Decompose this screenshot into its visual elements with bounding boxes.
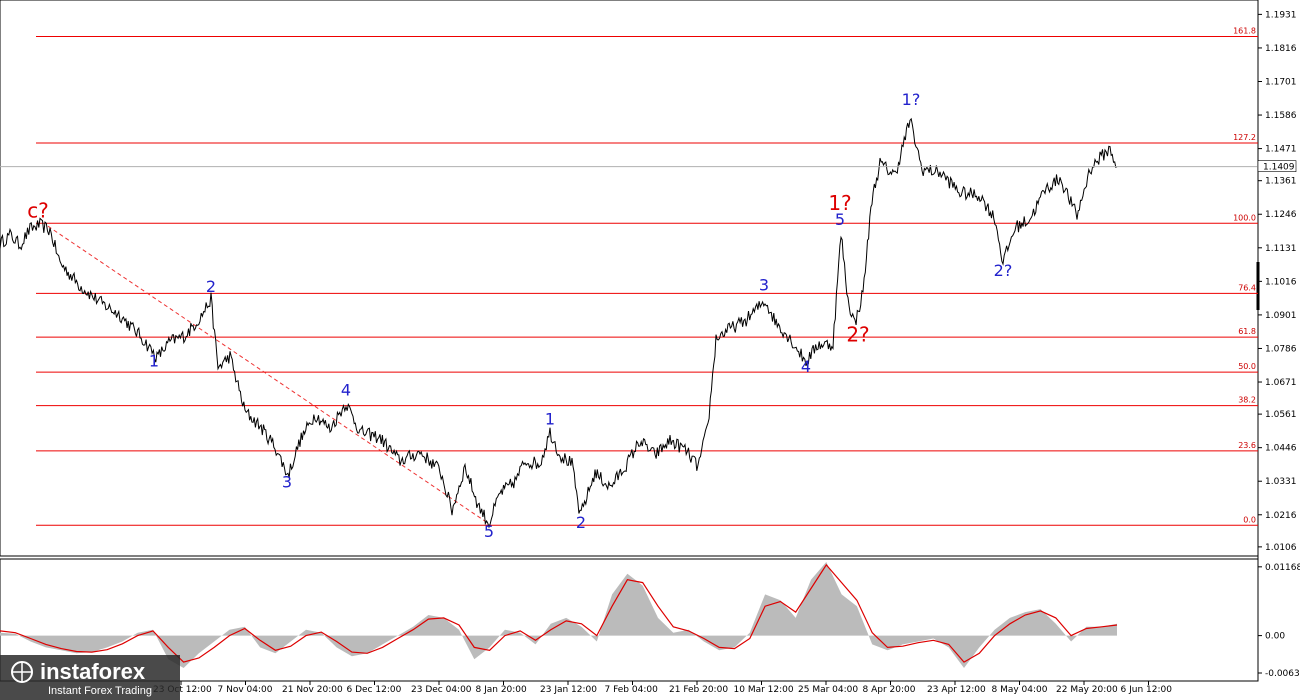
current-price-label: 1.1409	[1263, 163, 1295, 173]
y-tick-label: 1.1246	[1265, 210, 1297, 220]
watermark-tagline: Instant Forex Trading	[48, 685, 152, 697]
current-price-marker: 1.1409	[0, 160, 1297, 173]
wave-label-blue-1: 2	[206, 277, 216, 296]
wave-label-red-0: c?	[27, 198, 49, 222]
x-tick-label: 7 Nov 04:00	[218, 685, 273, 695]
y-tick-label: 1.1471	[1265, 145, 1297, 155]
x-tick-label: 23 Apr 12:00	[927, 685, 986, 695]
y-tick-label: 1.1016	[1265, 277, 1297, 287]
fib-label-76.4: 76.4	[1238, 283, 1256, 292]
osc-tick-label: 0.01168	[1265, 563, 1300, 573]
wave-label-red-2: 2?	[846, 322, 869, 346]
x-tick-label: 6 Jun 12:00	[1121, 685, 1173, 695]
x-tick-label: 23 Jan 12:00	[540, 685, 597, 695]
fib-label-100.0: 100.0	[1233, 213, 1256, 222]
y-tick-label: 1.0216	[1265, 511, 1297, 521]
wave-label-blue-8: 4	[801, 357, 811, 376]
x-tick-label: 21 Nov 20:00	[282, 685, 343, 695]
fib-label-23.6: 23.6	[1238, 441, 1256, 450]
y-tick-label: 1.0901	[1265, 311, 1297, 321]
y-tick-label: 1.0106	[1265, 543, 1297, 553]
y-tick-label: 1.1361	[1265, 177, 1297, 187]
x-tick-label: 8 Jan 20:00	[476, 685, 528, 695]
fibonacci-levels: 161.8 127.2 100.0 76.4 61.8 50.0 38.2 23.6 0.0	[36, 27, 1258, 526]
wave-label-blue-0: 1	[149, 351, 159, 370]
y-tick-label: 1.1586	[1265, 111, 1297, 121]
fib-label-38.2: 38.2	[1238, 396, 1256, 405]
x-tick-label: 10 Mar 12:00	[734, 685, 794, 695]
trend-line	[47, 225, 490, 525]
fib-label-127.2: 127.2	[1233, 133, 1256, 142]
x-tick-label: 8 May 04:00	[992, 685, 1048, 695]
price-series	[0, 117, 1118, 529]
osc-tick-label: 0.00	[1265, 632, 1285, 642]
x-tick-label: 23 Oct 12:00	[153, 685, 212, 695]
y-tick-label: 1.0446	[1265, 444, 1297, 454]
wave-label-blue-4: 5	[484, 522, 494, 541]
wave-label-blue-7: 3	[759, 275, 769, 294]
fib-label-0.0: 0.0	[1243, 515, 1256, 524]
histogram-area	[0, 562, 1117, 668]
y-tick-label: 1.0786	[1265, 344, 1297, 354]
y-tick-label: 1.1131	[1265, 244, 1297, 254]
y-tick-label: 1.0561	[1265, 410, 1297, 420]
wave-label-blue-11: 2?	[994, 261, 1013, 280]
wave-label-blue-10: 1?	[902, 90, 921, 109]
y-tick-label: 1.1701	[1265, 77, 1297, 87]
wave-label-blue-6: 2	[576, 513, 586, 532]
x-tick-label: 8 Apr 20:00	[863, 685, 916, 695]
x-tick-label: 23 Dec 04:00	[411, 685, 472, 695]
main-panel	[0, 0, 1259, 557]
fib-label-61.8: 61.8	[1238, 327, 1256, 336]
instaforex-logo: instaforex Instant Forex Trading	[0, 655, 180, 700]
y-tick-label: 1.0331	[1265, 477, 1297, 487]
x-tick-label: 22 May 20:00	[1056, 685, 1118, 695]
trend-line-segment	[47, 225, 490, 525]
signal-line	[0, 563, 1118, 663]
time-axis: 23 Oct 12:00 7 Nov 04:00 21 Nov 20:00 6 Dec…	[153, 681, 1172, 695]
wave-label-blue-5: 1	[545, 410, 555, 429]
y-tick-label: 1.1931	[1265, 10, 1297, 20]
y-tick-label: 1.0671	[1265, 378, 1297, 388]
x-tick-label: 6 Dec 12:00	[347, 685, 402, 695]
fib-label-161.8: 161.8	[1233, 27, 1256, 36]
wave-label-blue-9: 5	[835, 210, 845, 229]
oscillator: 0.01168 0.00 -0.00635	[0, 562, 1300, 679]
y-tick-label: 1.1816	[1265, 44, 1297, 54]
fib-label-50.0: 50.0	[1238, 362, 1256, 371]
price-line	[0, 117, 1118, 529]
x-tick-label: 25 Mar 04:00	[798, 685, 858, 695]
watermark-brand: instaforex	[40, 659, 146, 684]
wave-label-blue-2: 3	[282, 472, 292, 491]
x-tick-label: 21 Feb 20:00	[669, 685, 728, 695]
x-tick-label: 7 Feb 04:00	[605, 685, 659, 695]
price-axis: 1.1931 1.1816 1.1701 1.1586 1.1471 1.1361 1.12…	[1258, 10, 1297, 553]
wave-label-blue-3: 4	[341, 380, 351, 399]
wave-label-red-1: 1?	[828, 191, 851, 215]
osc-tick-label: -0.00635	[1265, 669, 1300, 679]
